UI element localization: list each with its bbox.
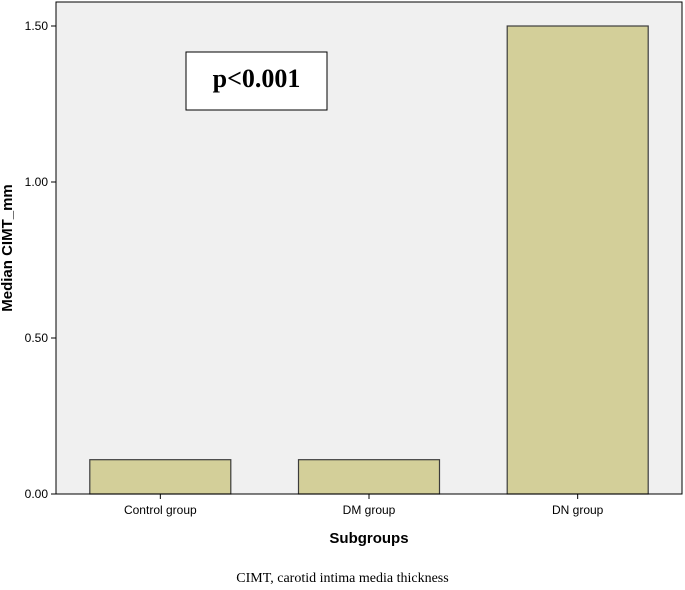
x-tick-label: DM group xyxy=(343,503,396,517)
y-axis-title: Median CIMT_mm xyxy=(0,184,16,312)
y-tick-label: 0.00 xyxy=(25,487,49,501)
annotation-text: p<0.001 xyxy=(213,64,301,93)
figure-caption: CIMT, carotid intima media thickness xyxy=(236,571,449,586)
x-ticks-group: Control group DM group DN group xyxy=(124,494,604,517)
x-axis-title: Subgroups xyxy=(329,530,408,547)
bar-dn-group xyxy=(506,25,649,495)
bar-control-group xyxy=(89,459,232,495)
y-tick-label: 1.50 xyxy=(25,19,49,33)
y-tick-label: 0.50 xyxy=(25,331,49,345)
bar-chart: 0.00 0.50 1.00 1.50 Control group DM group DN… xyxy=(0,1,683,547)
x-tick-label: Control group xyxy=(124,503,197,517)
bar-dm-group xyxy=(297,459,441,495)
x-tick-label: DN group xyxy=(552,503,604,517)
y-tick-label: 1.00 xyxy=(25,175,49,189)
bars-group xyxy=(89,25,649,495)
annotation-box xyxy=(185,51,328,111)
y-ticks-group: 0.00 0.50 1.00 1.50 xyxy=(25,19,56,501)
